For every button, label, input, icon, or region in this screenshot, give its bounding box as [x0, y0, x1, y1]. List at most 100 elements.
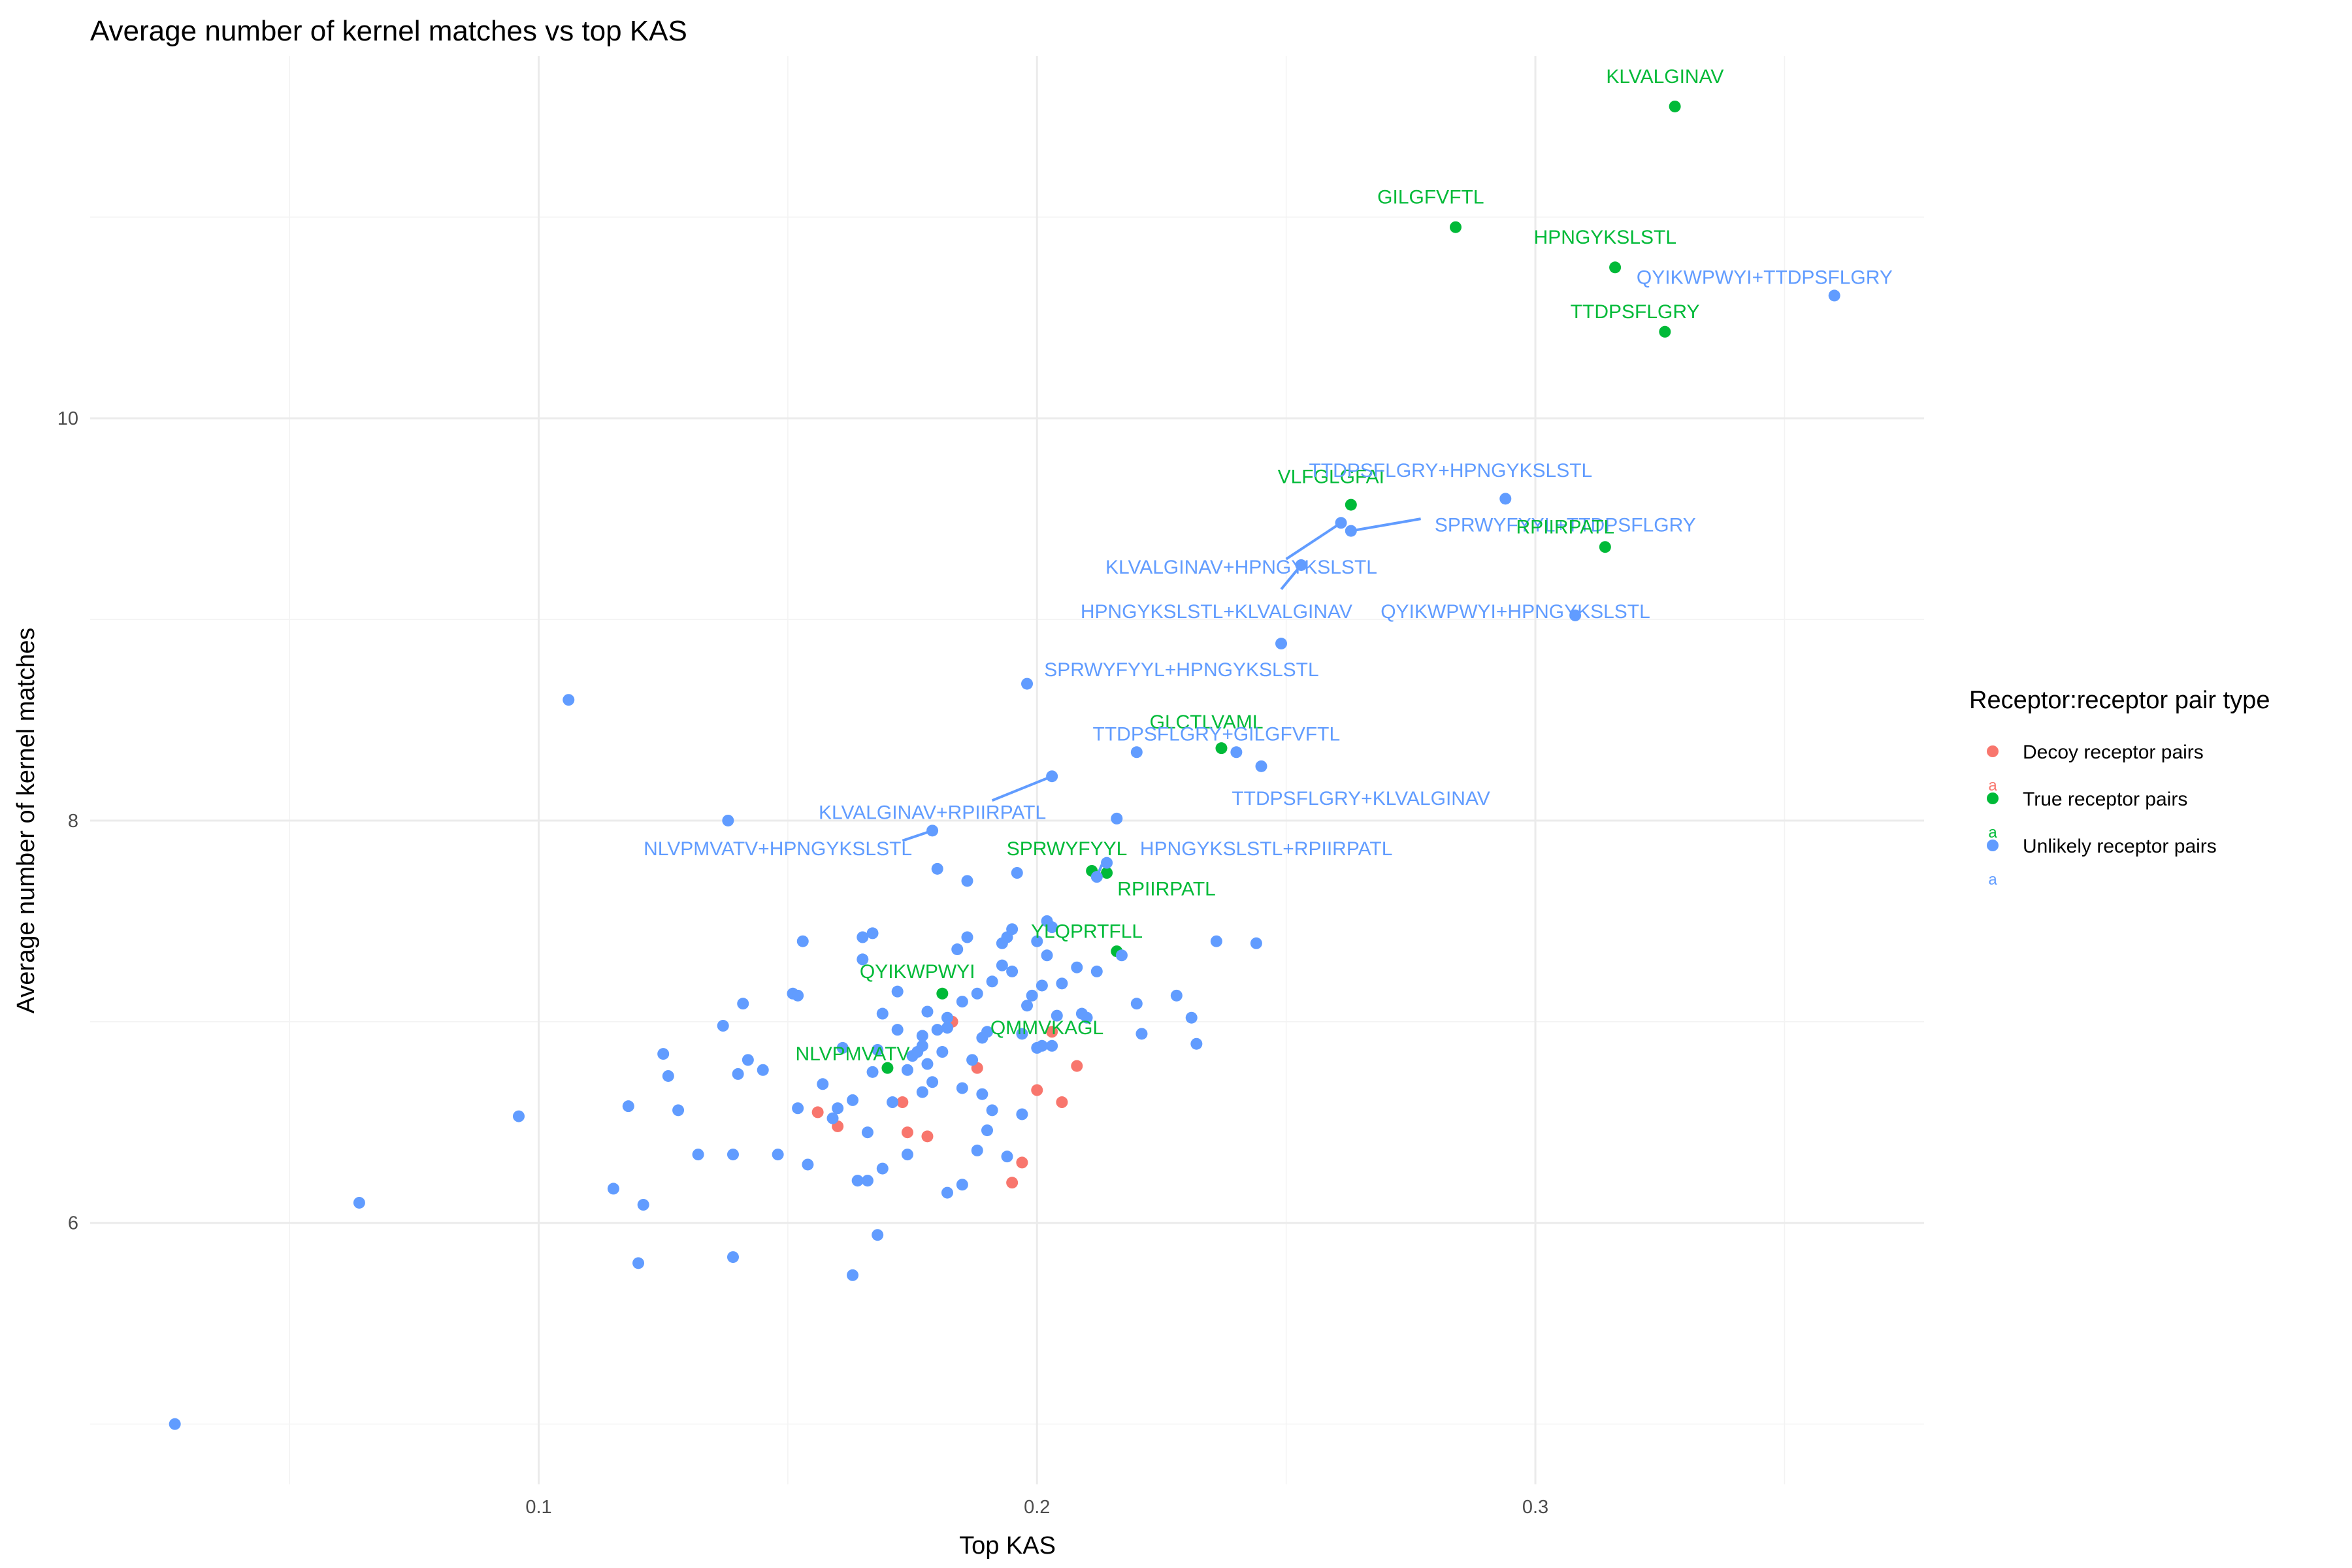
- data-point: [1046, 770, 1058, 783]
- label-leader-line: [1285, 521, 1342, 561]
- data-point: [1295, 559, 1307, 571]
- data-point: [857, 953, 869, 966]
- data-point: [727, 1251, 739, 1264]
- data-point: [1056, 1096, 1068, 1109]
- data-point: [802, 1158, 814, 1171]
- data-point: [1071, 961, 1083, 973]
- legend-key-text: a: [1988, 871, 1997, 889]
- chart-title: Average number of kernel matches vs top …: [90, 15, 687, 47]
- data-point: [887, 1096, 899, 1109]
- legend-key-point: [1987, 792, 1999, 804]
- point-label: HPNGYKSLSTL+RPIIRPATL: [1140, 838, 1393, 860]
- legend-title: Receptor:receptor pair type: [1969, 687, 2270, 714]
- data-point: [981, 1124, 993, 1137]
- data-point: [901, 1126, 913, 1139]
- data-point: [961, 875, 973, 887]
- point-label: SPRWYFYYL+TTDPSFLGRY: [1435, 514, 1696, 536]
- data-point: [916, 1086, 928, 1098]
- data-point: [1659, 325, 1671, 338]
- y-tick-label: 10: [57, 408, 78, 429]
- data-point: [1036, 1039, 1048, 1052]
- legend-key-text: a: [1988, 777, 1997, 794]
- data-point: [881, 1062, 894, 1074]
- data-point: [941, 1011, 953, 1024]
- data-point: [1130, 746, 1143, 759]
- data-point: [891, 1024, 904, 1036]
- data-point: [1828, 289, 1840, 302]
- data-point: [1130, 998, 1143, 1010]
- legend-label: Decoy receptor pairs: [2023, 742, 2204, 763]
- point-label: SPRWYFYYL: [1007, 838, 1128, 860]
- data-point: [876, 1007, 889, 1020]
- point-labels: KLVALGINAV GILGFVFTL HPNGYKSLSTL QYIKWPWYI+…: [644, 66, 1893, 1065]
- y-axis-title: Average number of kernel matches: [12, 628, 40, 1014]
- data-point: [986, 975, 998, 988]
- data-point: [832, 1102, 844, 1115]
- data-point: [1021, 1000, 1034, 1012]
- data-point: [981, 1026, 993, 1038]
- data-point: [956, 1082, 968, 1094]
- data-point: [1090, 965, 1103, 977]
- data-point: [901, 1064, 913, 1076]
- data-point: [921, 1005, 934, 1018]
- data-point: [1006, 1177, 1019, 1189]
- y-tick-label: 6: [68, 1213, 78, 1234]
- data-point: [1056, 977, 1068, 990]
- label-leader-line: [1350, 517, 1421, 532]
- point-label: HPNGYKSLSTL+KLVALGINAV: [1081, 601, 1352, 623]
- legend-label: Unlikely receptor pairs: [2023, 836, 2217, 857]
- data-point: [1026, 989, 1038, 1002]
- data-point: [1215, 742, 1228, 755]
- point-label: TTDPSFLGRY+GILGFVFTL: [1093, 724, 1341, 745]
- data-point: [692, 1149, 704, 1161]
- data-point: [876, 1162, 889, 1175]
- data-point: [657, 1048, 670, 1060]
- data-point: [1031, 1084, 1043, 1096]
- data-point: [936, 987, 949, 1000]
- label-leader-line: [991, 775, 1053, 802]
- data-point: [976, 1088, 988, 1100]
- data-point: [901, 1149, 913, 1161]
- point-label: VLFGLGFAI: [1278, 466, 1384, 487]
- point-label: RPIIRPATL: [1516, 516, 1615, 538]
- point-label: NLVPMVATV+HPNGYKSLSTL: [644, 838, 912, 860]
- data-point: [1051, 1009, 1063, 1022]
- data-point: [722, 814, 734, 826]
- data-point: [857, 931, 869, 943]
- data-point: [1006, 965, 1019, 977]
- data-point: [1345, 498, 1357, 511]
- data-point: [931, 862, 943, 875]
- point-label: RPIIRPATL: [1117, 879, 1216, 900]
- data-point: [1345, 525, 1357, 537]
- x-tick-label: 0.2: [1024, 1497, 1050, 1518]
- data-point: [1210, 935, 1222, 947]
- data-point: [1190, 1037, 1203, 1050]
- point-label: GLCTLVAML: [1150, 711, 1264, 733]
- data-point: [826, 1112, 839, 1124]
- data-point: [1071, 1060, 1083, 1072]
- data-point: [742, 1054, 754, 1066]
- data-points: [169, 100, 1840, 1430]
- data-point: [737, 998, 749, 1010]
- data-point: [732, 1068, 744, 1080]
- data-point: [916, 1039, 928, 1052]
- data-point: [1255, 760, 1267, 772]
- data-point: [891, 985, 904, 998]
- legend-key-text: a: [1988, 824, 1997, 841]
- point-label: QYIKWPWYI: [860, 961, 975, 983]
- data-point: [622, 1100, 634, 1113]
- data-point: [1031, 935, 1043, 947]
- legend-items: a Decoy receptor pairs a True receptor pair…: [1987, 742, 2217, 889]
- data-point: [1041, 949, 1053, 962]
- data-point: [851, 1175, 864, 1187]
- data-point: [951, 943, 964, 956]
- data-point: [1016, 1156, 1028, 1169]
- data-point: [861, 1126, 874, 1139]
- point-label: KLVALGINAV+HPNGYKSLSTL: [1105, 557, 1377, 578]
- point-label: TTDPSFLGRY: [1571, 301, 1700, 323]
- data-point: [717, 1020, 729, 1032]
- data-point: [1230, 746, 1243, 759]
- data-point: [966, 1054, 979, 1066]
- data-point: [1599, 541, 1611, 553]
